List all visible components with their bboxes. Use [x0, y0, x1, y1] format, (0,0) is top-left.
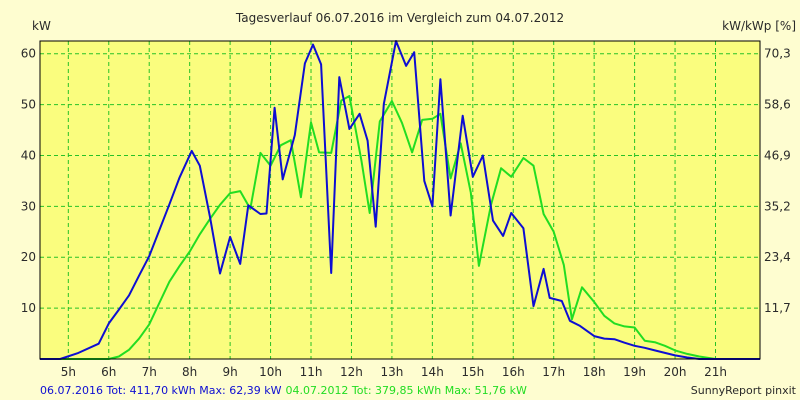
x-tick-label: 10h: [259, 365, 282, 379]
x-tick-labels: 5h 6h 7h 8h 9h 10h 11h 12h 13h 14h 15h 16h 17h 18h 19h…: [61, 365, 727, 379]
x-tick-label: 19h: [623, 365, 646, 379]
y-tick-label-left: 60: [21, 47, 36, 61]
footer-series1: 06.07.2016 Tot: 411,70 kWh Max: 62,39 kW: [40, 384, 282, 397]
x-tick-label: 11h: [300, 365, 323, 379]
x-tick-label: 5h: [61, 365, 76, 379]
x-tick-label: 9h: [222, 365, 237, 379]
y-tick-label-left: 40: [21, 148, 36, 162]
x-tick-label: 14h: [421, 365, 444, 379]
grid-lines: [40, 41, 760, 359]
y-tick-label-left: 10: [21, 301, 36, 315]
y-tick-label-right: 70,3: [764, 47, 791, 61]
plot-border: [39, 40, 761, 360]
x-tick-label: 17h: [542, 365, 565, 379]
y-tick-label-left: 20: [21, 250, 36, 264]
x-tick-label: 20h: [664, 365, 687, 379]
x-tick-label: 6h: [101, 365, 116, 379]
footer-credit: SunnyReport pinxit: [691, 384, 797, 397]
y-tick-label-left: 50: [21, 98, 36, 112]
y-tick-label-right: 23,4: [764, 250, 791, 264]
x-tick-label: 15h: [461, 365, 484, 379]
y-tick-label-right: 35,2: [764, 199, 791, 213]
x-tick-label: 13h: [380, 365, 403, 379]
y-tick-label-left: 30: [21, 199, 36, 213]
x-tick-label: 21h: [704, 365, 727, 379]
y-tick-labels-left: 10 20 30 40 50 60: [21, 47, 36, 315]
footer-summary: 06.07.2016 Tot: 411,70 kWh Max: 62,39 kW…: [40, 384, 527, 397]
x-tick-label: 16h: [502, 365, 525, 379]
series-line-1: [40, 40, 760, 360]
y-tick-label-right: 11,7: [764, 301, 791, 315]
x-tick-label: 7h: [142, 365, 157, 379]
x-tick-label: 8h: [182, 365, 197, 379]
series-line-2: [40, 95, 760, 360]
chart-title: Tagesverlauf 06.07.2016 im Vergleich zum…: [235, 11, 564, 25]
y-tick-labels-right: 11,7 23,4 35,2 46,9 58,6 70,3: [764, 47, 791, 315]
x-tick-label: 18h: [583, 365, 606, 379]
series-layer: [40, 40, 760, 360]
right-axis-label: kW/kWp [%]: [722, 19, 796, 33]
plot-area: [40, 41, 760, 359]
y-tick-label-right: 58,6: [764, 98, 791, 112]
y-tick-label-right: 46,9: [764, 148, 791, 162]
left-axis-label: kW: [32, 19, 51, 33]
footer-series2: 04.07.2012 Tot: 379,85 kWh Max: 51,76 kW: [285, 384, 527, 397]
x-tick-label: 12h: [340, 365, 363, 379]
